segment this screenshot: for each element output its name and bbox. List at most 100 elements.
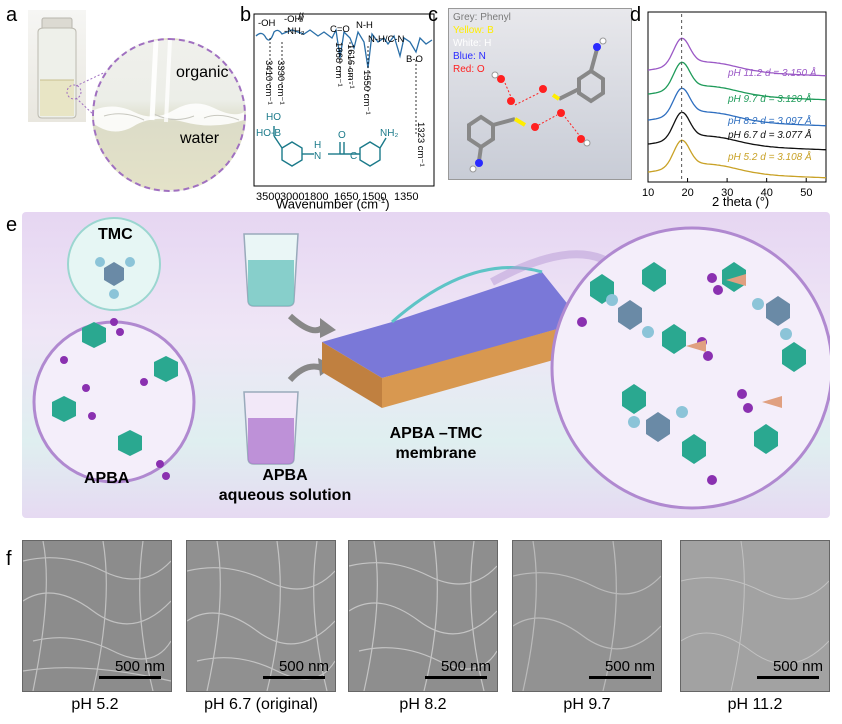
- group-label-bo: B-O: [406, 54, 423, 65]
- xrd-series-3: [647, 111, 826, 151]
- legend-phenyl: Grey: Phenyl: [453, 12, 511, 23]
- scale-text-1: 500 nm: [114, 658, 165, 675]
- xrd-xtick-20: 20: [682, 187, 694, 199]
- group-label-nh-cn: N-H/C-N: [368, 34, 405, 45]
- legend-nitrogen: Blue: N: [453, 51, 486, 62]
- svg-text://: //: [298, 12, 304, 23]
- apba-label: APBA: [84, 470, 130, 487]
- scale-bar-2: [263, 676, 325, 679]
- panel-e-label: e: [6, 214, 18, 236]
- sem-ph82: 500 nm: [348, 540, 498, 692]
- tmc-beaker: [243, 233, 299, 307]
- struct-amide-n: N: [314, 151, 321, 162]
- struct-hydroxyl: HO: [266, 112, 281, 123]
- panel-a-label: a: [6, 4, 18, 26]
- panel-f-label: f: [6, 548, 12, 570]
- sem-ph112: 500 nm: [680, 540, 830, 692]
- xrd-series-4: [647, 139, 826, 179]
- schematic-drawing: [32, 217, 834, 510]
- xrd-xlabel: 2 theta (°): [712, 194, 770, 209]
- membrane-block: [322, 266, 582, 408]
- xrd-series-1: [647, 61, 826, 101]
- apba-structure: [273, 126, 387, 167]
- zoom-circle: [92, 38, 246, 192]
- sem-ph52: 500 nm: [22, 540, 172, 692]
- apba-beaker: [243, 391, 299, 465]
- peak-label-1323: 1323 cm⁻¹: [415, 122, 426, 167]
- scale-text-3: 500 nm: [440, 658, 491, 675]
- peak-label-3330: 3330 cm⁻¹: [275, 60, 286, 105]
- legend-oxygen: Red: O: [453, 64, 485, 75]
- apba-solution-label: APBA aqueous solution: [218, 467, 352, 504]
- svg-text:3500: 3500: [256, 191, 280, 203]
- struct-boronic: HO-B: [256, 128, 281, 139]
- struct-amide-h: H: [314, 140, 321, 151]
- membrane-label: APBA –TMC membrane: [389, 425, 483, 462]
- xrd-xtick-50: 50: [800, 187, 812, 199]
- peak-label-1668: 1668 cm⁻¹: [333, 42, 344, 87]
- group-label-co: C=O: [330, 24, 350, 35]
- panel-d-label: d: [630, 4, 642, 26]
- xrd-xtick-40: 40: [761, 187, 773, 199]
- organic-label: organic: [176, 64, 229, 81]
- xrd-series-0: [647, 37, 826, 77]
- interface-texture: [94, 40, 244, 132]
- sem-caption-ph82: pH 8.2: [399, 696, 447, 713]
- xrd-chart: 10 20 30 40 50 pH 11.2 d = 3.150 Å pH 9.7 d …: [642, 11, 827, 199]
- tmc-label: TMC: [98, 226, 133, 243]
- group-label-oh-nh2-b: -NH₂: [284, 26, 305, 37]
- scale-text-4: 500 nm: [604, 658, 655, 675]
- vial-drawing: [37, 17, 77, 119]
- panel-b-label: b: [240, 4, 252, 26]
- svg-text:1650: 1650: [334, 191, 358, 203]
- vial-photo: [28, 10, 86, 122]
- water-label: water: [180, 130, 220, 147]
- panel-c-label: c: [428, 4, 438, 26]
- ftir-xlabel: Wavenumber (cm-1): [276, 196, 390, 212]
- ftir-trace: [255, 27, 433, 69]
- xrd-label-ph82: pH 8.2 d = 3.097 Å: [727, 114, 812, 127]
- sem-caption-ph112: pH 11.2: [727, 696, 783, 713]
- legend-hydrogen: White: H: [453, 38, 492, 49]
- xrd-xtick-10: 10: [642, 187, 654, 199]
- xrd-series-2: [647, 87, 826, 127]
- xrd-label-ph52: pH 5.2 d = 3.108 Å: [727, 150, 812, 163]
- xrd-series-labels: pH 11.2 d = 3.150 Å pH 9.7 d = 3.120 Å p…: [727, 66, 817, 163]
- svg-text:1500: 1500: [362, 191, 386, 203]
- xrd-label-ph112: pH 11.2 d = 3.150 Å: [727, 66, 817, 79]
- peak-label-1616: 1616 cm⁻¹: [345, 44, 356, 89]
- peak-label-3410: 3410 cm⁻¹: [263, 60, 274, 105]
- group-label-nh: N-H: [356, 20, 373, 31]
- peak-markers: [269, 38, 417, 136]
- xrd-label-ph67: pH 6.7 d = 3.077 Å: [727, 128, 812, 141]
- struct-carbonyl-o: O: [338, 130, 346, 141]
- molecular-model: Grey: Phenyl Yellow: B White: H Blue: N …: [448, 8, 632, 180]
- scale-text-5: 500 nm: [772, 658, 823, 675]
- molecule-render: [467, 37, 607, 173]
- sem-ph97: 500 nm: [512, 540, 662, 692]
- group-label-oh: -OH: [258, 18, 276, 29]
- ftir-spectrum: // 3410 cm⁻¹ 3330 cm⁻¹ 1668 cm⁻¹ 1616 cm…: [253, 12, 435, 203]
- scale-text-2: 500 nm: [278, 658, 329, 675]
- scale-bar-4: [589, 676, 651, 679]
- sem-caption-ph52: pH 5.2: [71, 696, 119, 713]
- scale-bar-1: [99, 676, 161, 679]
- sem-caption-ph97: pH 9.7: [563, 696, 611, 713]
- xrd-xtick-30: 30: [721, 187, 733, 199]
- scale-bar-3: [425, 676, 487, 679]
- sem-ph67: 500 nm: [186, 540, 336, 692]
- sem-caption-ph67: pH 6.7 (original): [204, 696, 318, 713]
- atom-legend: Grey: Phenyl Yellow: B White: H Blue: N …: [453, 11, 511, 76]
- group-label-oh-nh2-a: -OH/: [284, 14, 304, 25]
- ftir-x-ticks: 3500 3000 1800 1650 1500 1350: [256, 191, 418, 203]
- legend-boron: Yellow: B: [453, 25, 494, 36]
- svg-text:1350: 1350: [394, 191, 418, 203]
- svg-text:3000: 3000: [280, 191, 304, 203]
- struct-carbonyl-c: C: [350, 151, 357, 162]
- schematic-panel: [22, 212, 834, 518]
- xrd-label-ph97: pH 9.7 d = 3.120 Å: [727, 92, 812, 105]
- svg-text:1800: 1800: [304, 191, 328, 203]
- struct-amine: NH₂: [380, 128, 398, 139]
- xrd-frame: [647, 11, 827, 183]
- peak-label-1550: 1550 cm⁻¹: [361, 70, 372, 115]
